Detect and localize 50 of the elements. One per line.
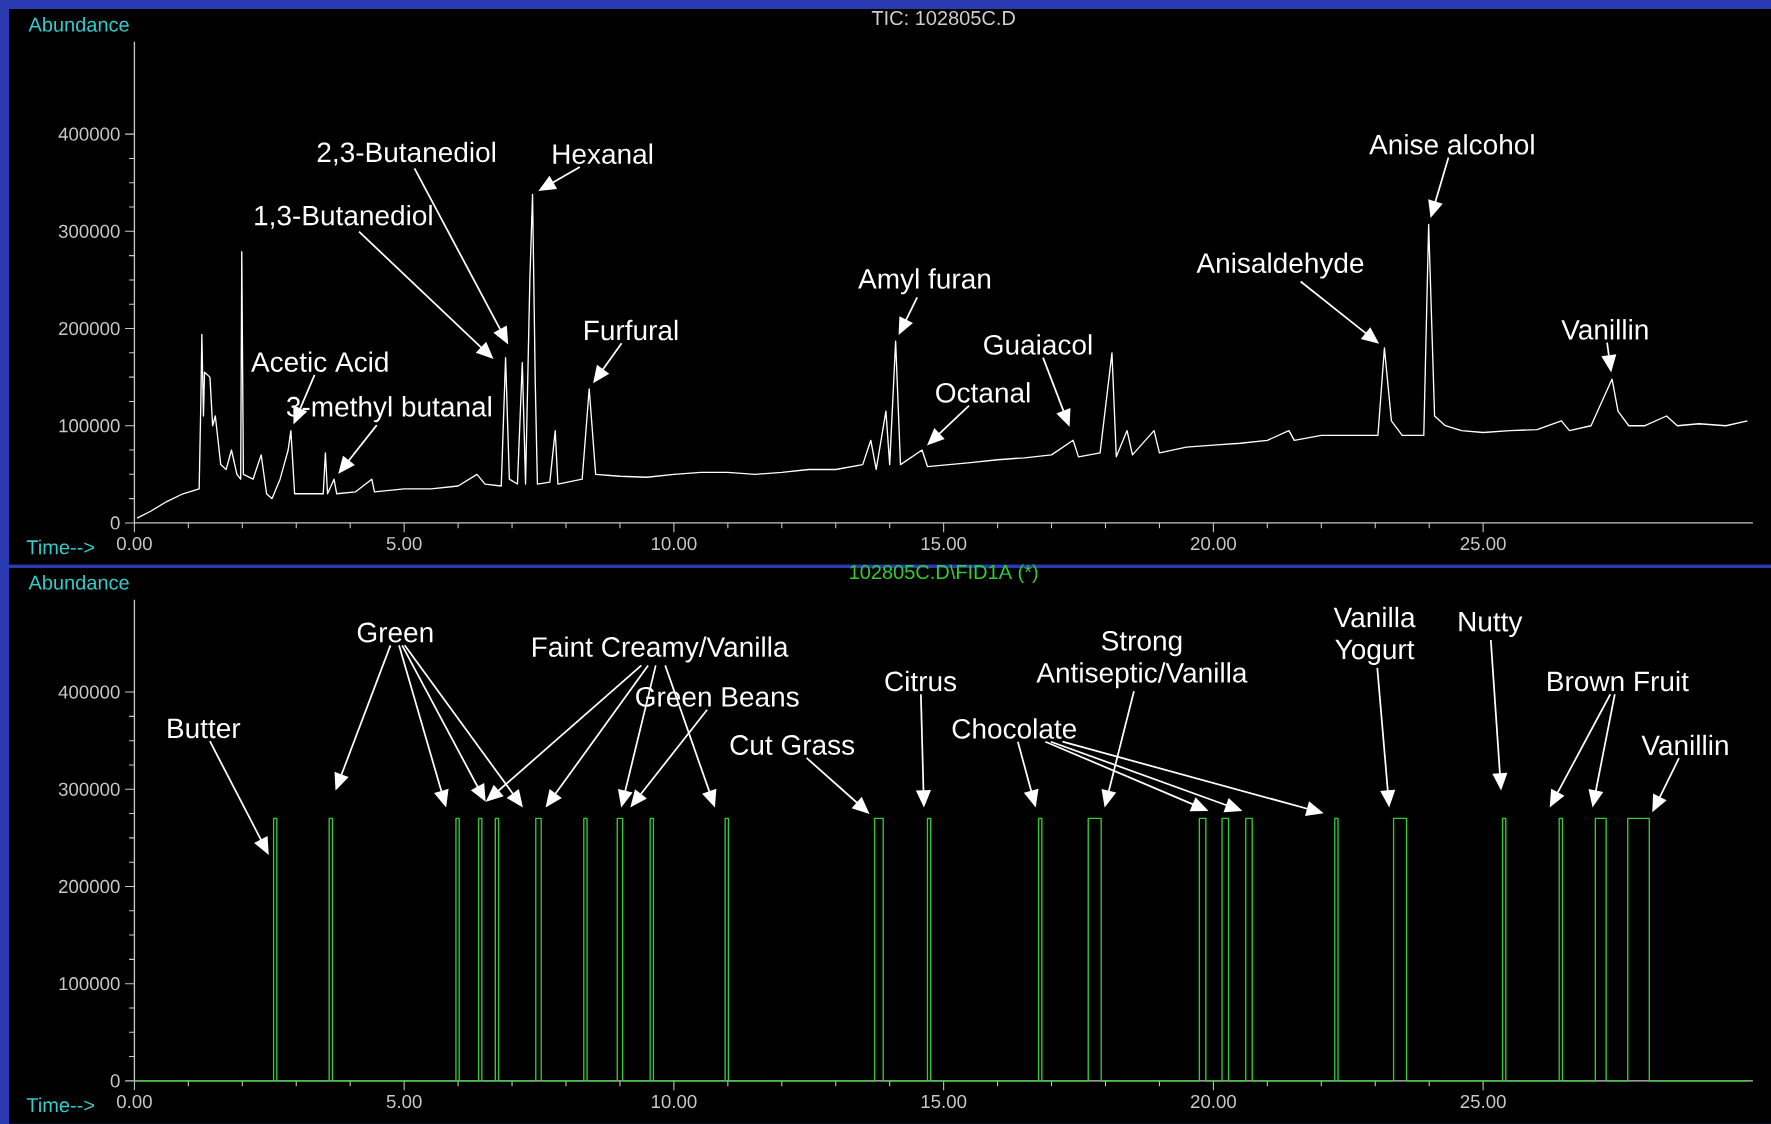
x-tick-label: 15.00 bbox=[921, 1094, 967, 1109]
annotation: Faint Creamy/Vanilla bbox=[533, 636, 789, 663]
y-tick-label: 100000 bbox=[59, 977, 120, 991]
y-tick-label: 200000 bbox=[59, 321, 120, 336]
annotation: Hexanal bbox=[553, 143, 653, 165]
annotation: Vanillin bbox=[1561, 319, 1648, 340]
annotation: Chocolate bbox=[952, 718, 1077, 739]
annotation: Green bbox=[357, 622, 433, 643]
annotation: Brown Fruit bbox=[1548, 670, 1689, 692]
annotation: Acetic Acid bbox=[251, 351, 388, 372]
x-tick-label: 10.00 bbox=[651, 1094, 697, 1109]
x-tick-label: 20.00 bbox=[1190, 536, 1237, 551]
annotation: 1,3-Butanediol bbox=[255, 204, 432, 229]
annotation: Strong Antiseptic/Vanilla bbox=[1036, 630, 1248, 689]
x-tick-label: 0.00 bbox=[116, 536, 152, 551]
annotation: Vanillin bbox=[1641, 734, 1728, 756]
chart-title: 102805C.D\FID1A (*) bbox=[850, 564, 1038, 584]
annotation: Guaiacol bbox=[984, 334, 1092, 355]
x-tick-label: 0.00 bbox=[116, 1094, 152, 1109]
x-tick-label: 15.00 bbox=[921, 536, 967, 551]
y-tick-label: 300000 bbox=[58, 224, 120, 238]
x-axis-title: Time--> bbox=[26, 539, 95, 555]
x-axis-title: Time--> bbox=[26, 1097, 95, 1113]
x-tick-label: 10.00 bbox=[651, 536, 697, 551]
annotation: Amyl furan bbox=[858, 268, 991, 295]
x-tick-label: 25.00 bbox=[1460, 536, 1506, 551]
chart-title: TIC: 102805C.D bbox=[871, 10, 1015, 26]
y-tick-label: 300000 bbox=[58, 782, 120, 796]
y-tick-label: 100000 bbox=[59, 419, 120, 433]
y-tick-label: 400000 bbox=[58, 685, 120, 699]
annotation: Citrus bbox=[885, 670, 957, 692]
annotation: 2,3-Butanediol bbox=[317, 141, 496, 166]
y-axis-title: Abundance bbox=[28, 17, 129, 32]
annotation: Anisaldehyde bbox=[1196, 252, 1364, 279]
x-tick-label: 5.00 bbox=[386, 536, 422, 551]
x-tick-label: 20.00 bbox=[1190, 1094, 1237, 1109]
annotation: Anise alcohol bbox=[1369, 134, 1534, 155]
y-tick-label: 0 bbox=[110, 1074, 120, 1088]
annotation: Octanal bbox=[936, 382, 1030, 403]
x-tick-label: 25.00 bbox=[1460, 1094, 1506, 1109]
annotation: Vanilla Yogurt bbox=[1333, 606, 1416, 665]
y-tick-label: 400000 bbox=[58, 127, 120, 141]
x-tick-label: 5.00 bbox=[386, 1094, 422, 1109]
annotation: Nutty bbox=[1459, 612, 1523, 638]
y-tick-label: 0 bbox=[110, 516, 120, 530]
y-tick-label: 200000 bbox=[59, 879, 120, 894]
y-axis-title: Abundance bbox=[28, 575, 129, 590]
annotation: Cut Grass bbox=[730, 735, 855, 755]
annotation: Butter bbox=[168, 718, 241, 739]
annotation: Furfural bbox=[585, 319, 678, 341]
